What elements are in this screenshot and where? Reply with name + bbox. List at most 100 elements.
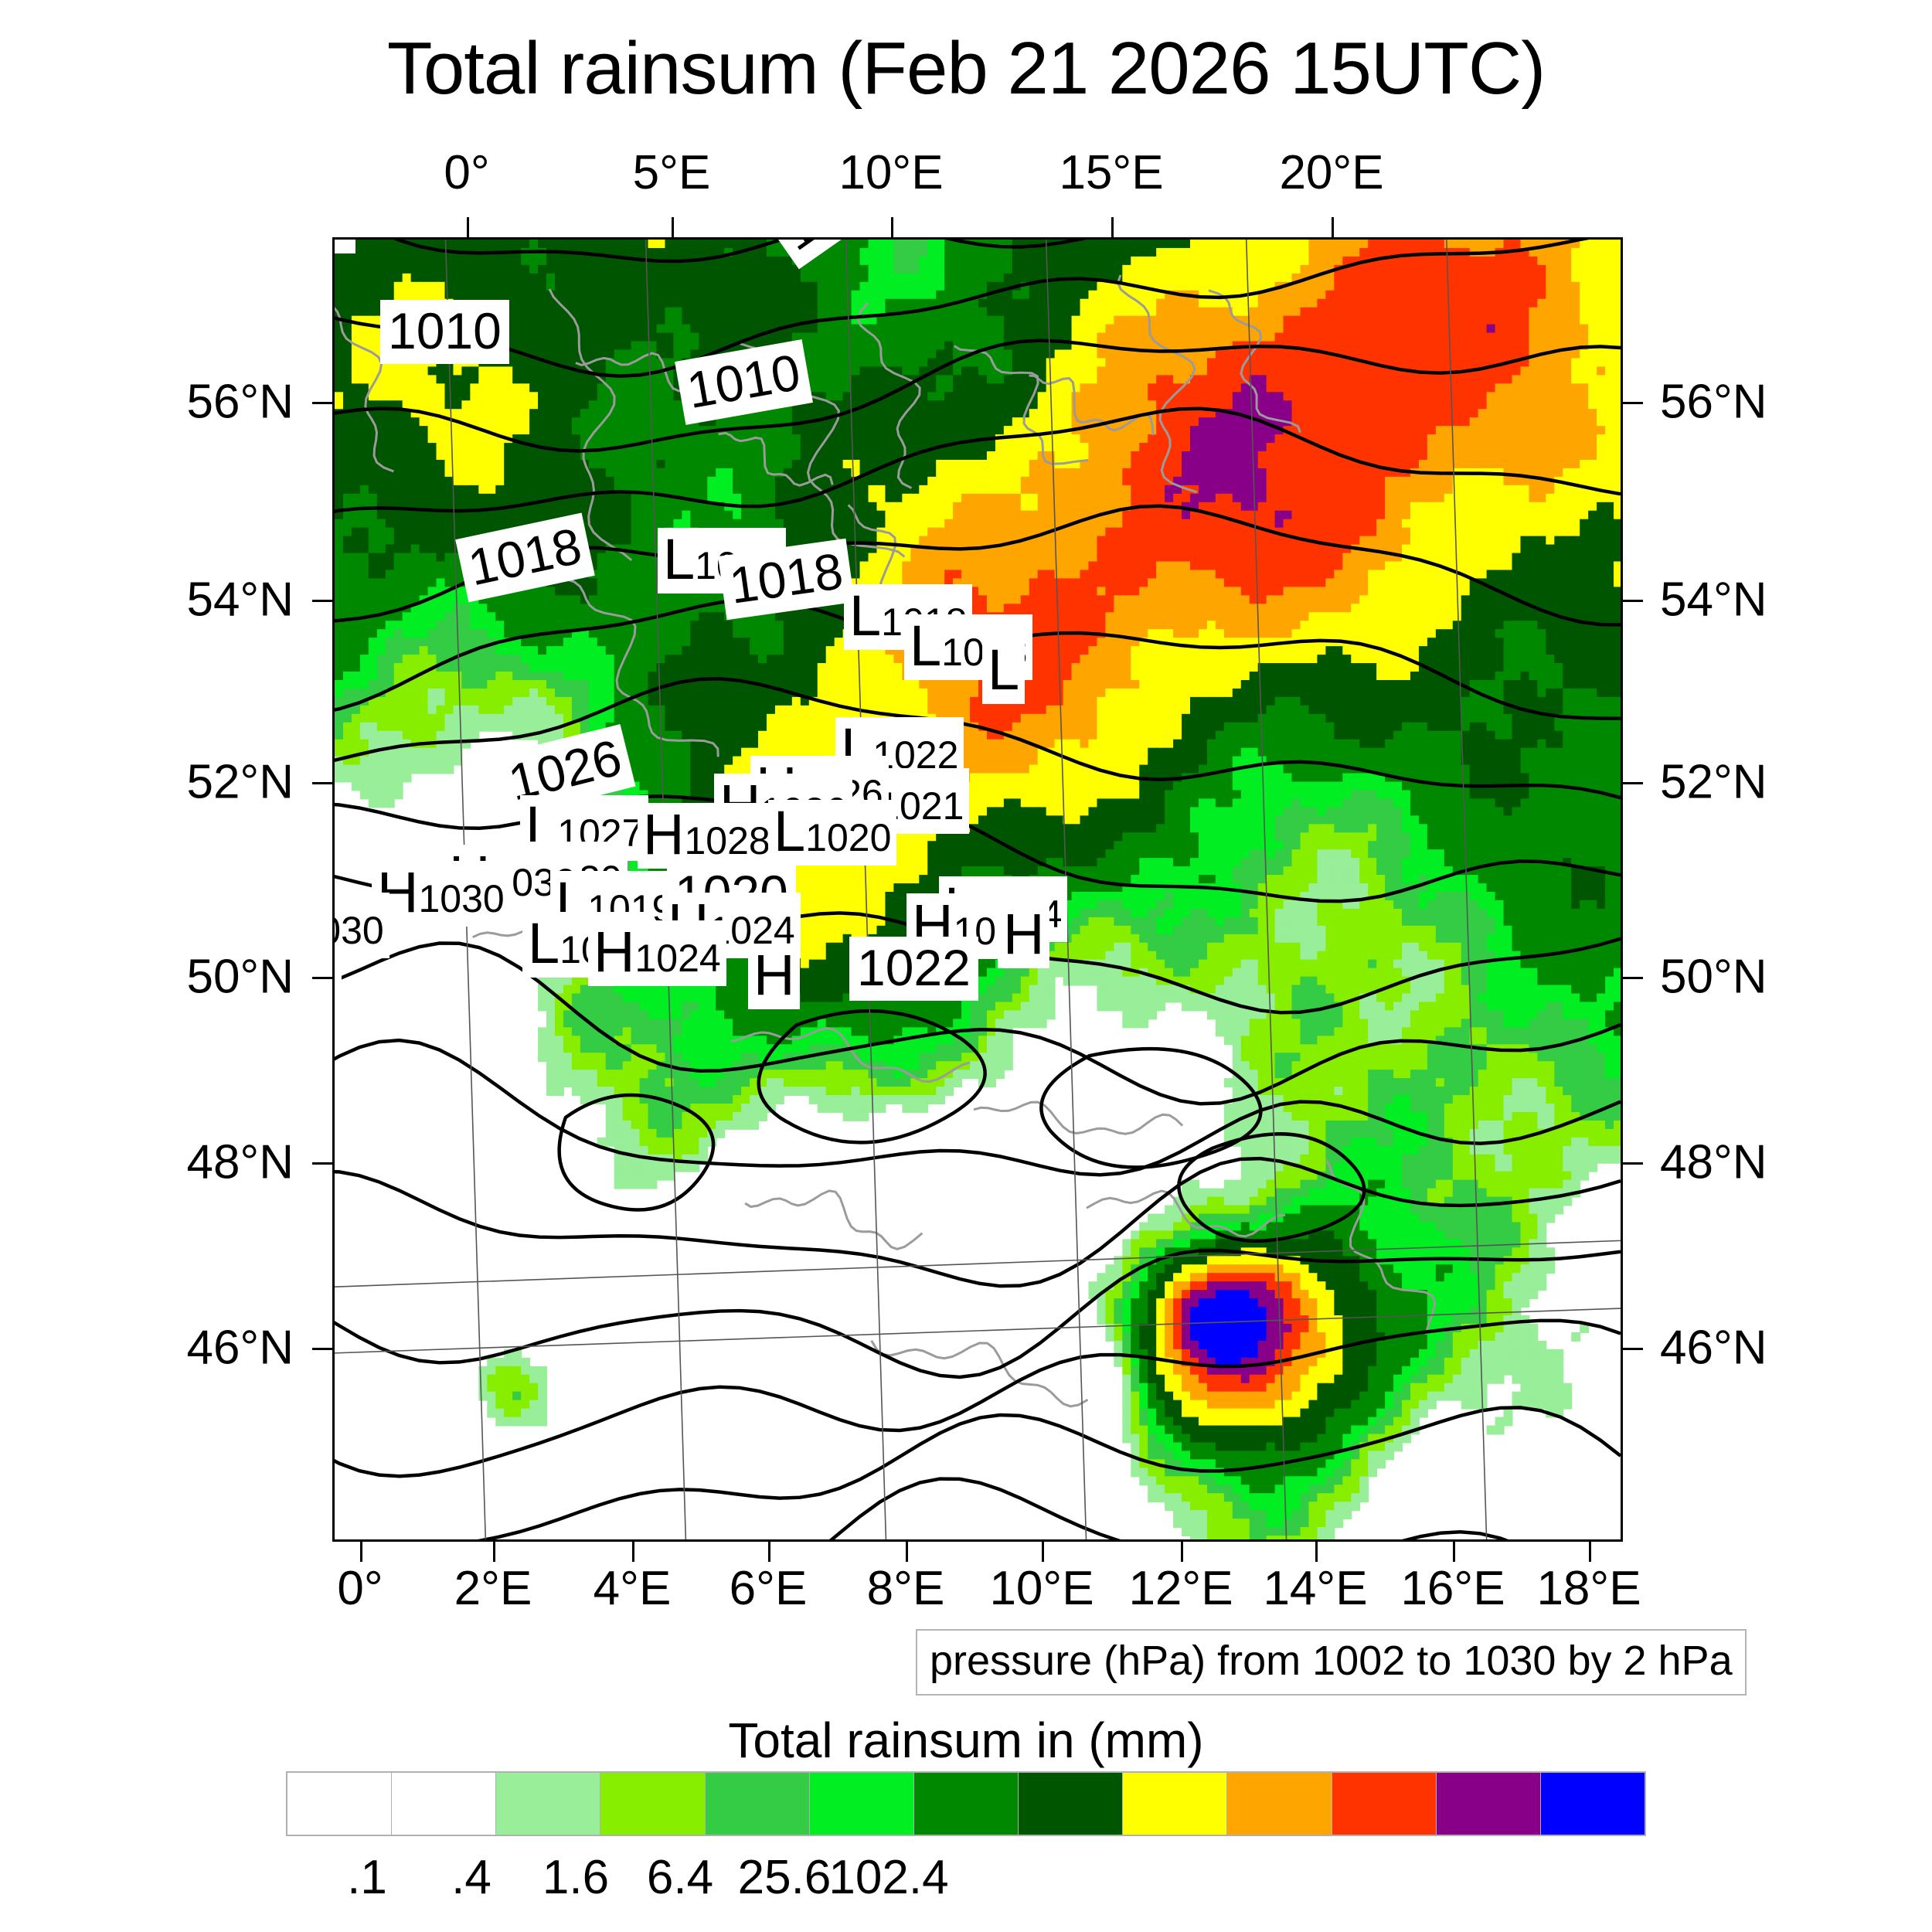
colorbar-segment-5[interactable] [809, 1773, 914, 1835]
lat-tickmark-left-1 [312, 600, 332, 602]
pressure-center-symbol: H [594, 920, 635, 984]
lat-tickmark-left-4 [312, 1162, 332, 1165]
lon-tick-bottom-8: 16°E [1400, 1562, 1505, 1615]
pressure-center-symbol: H [1003, 902, 1045, 966]
lat-tick-right-0: 56°N [1660, 375, 1767, 429]
lon-tick-bottom-9: 18°E [1536, 1562, 1641, 1615]
colorbar-segment-11[interactable] [1436, 1773, 1541, 1835]
lon-tick-top-4: 20°E [1279, 146, 1384, 199]
colorbar-segment-3[interactable] [600, 1773, 706, 1835]
lat-tick-left-3: 50°N [186, 950, 294, 1004]
lon-tickmark-bottom-0 [360, 1542, 362, 1562]
colorbar-title: Total rainsum in (mm) [728, 1713, 1204, 1768]
pressure-center-symbol: L [774, 799, 806, 863]
high-center-edge-26: H [998, 902, 1050, 968]
lon-tick-bottom-5: 10°E [989, 1562, 1094, 1615]
lon-tickmark-bottom-3 [768, 1542, 770, 1562]
lon-tick-bottom-1: 2°E [454, 1562, 532, 1615]
lon-tickmark-bottom-2 [632, 1542, 634, 1562]
colorbar-segment-4[interactable] [705, 1773, 810, 1835]
lon-tick-top-1: 5°E [632, 146, 711, 199]
low-center-edge-9: L [982, 638, 1026, 704]
colorbar-segment-10[interactable] [1332, 1773, 1437, 1835]
isobar-label-1022: 1022 [849, 937, 978, 1001]
colorbar-tick-2: 1.6 [542, 1851, 610, 1904]
pressure-legend: pressure (hPa) from 1002 to 1030 by 2 hP… [916, 1629, 1747, 1696]
high-center-1028-16: H 1028 [638, 803, 776, 869]
lat-tickmark-right-5 [1623, 1348, 1643, 1350]
lon-tick-top-2: 10°E [838, 146, 944, 199]
pressure-center-symbol: H [753, 943, 795, 1007]
lon-tickmark-bottom-6 [1181, 1542, 1183, 1562]
lon-tickmark-top-4 [1332, 217, 1334, 237]
isobar-label-1010: 1010 [380, 300, 509, 364]
lat-tickmark-right-4 [1623, 1162, 1643, 1165]
lon-tickmark-bottom-8 [1453, 1542, 1455, 1562]
lat-tick-left-0: 56°N [186, 375, 294, 429]
lat-tickmark-left-3 [312, 977, 332, 979]
colorbar-segment-0[interactable] [287, 1773, 393, 1835]
colorbar-tick-0: .1 [347, 1851, 387, 1904]
high-center-1030-20: H 1030 [372, 861, 510, 927]
lat-tickmark-right-3 [1623, 977, 1643, 979]
lon-tick-bottom-7: 14°E [1263, 1562, 1368, 1615]
colorbar[interactable] [286, 1771, 1646, 1836]
colorbar-segment-6[interactable] [913, 1773, 1019, 1835]
lon-tickmark-top-1 [672, 217, 674, 237]
colorbar-tick-1: .4 [451, 1851, 492, 1904]
lon-tickmark-bottom-9 [1589, 1542, 1591, 1562]
lat-tick-left-2: 52°N [186, 755, 294, 809]
high-center-1024-29: H 1024 [588, 920, 726, 986]
colorbar-segment-1[interactable] [392, 1773, 497, 1835]
lon-tick-bottom-4: 8°E [866, 1562, 945, 1615]
lon-tick-top-3: 15°E [1059, 146, 1164, 199]
colorbar-segment-8[interactable] [1123, 1773, 1228, 1835]
lon-tick-bottom-6: 12°E [1128, 1562, 1233, 1615]
pressure-center-symbol: L [528, 911, 560, 975]
colorbar-segment-9[interactable] [1227, 1773, 1332, 1835]
graticule-lines [335, 240, 1621, 1539]
lon-tickmark-bottom-5 [1042, 1542, 1044, 1562]
lat-tickmark-left-5 [312, 1348, 332, 1350]
lon-tick-top-0: 0° [444, 146, 490, 199]
colorbar-tick-5: 102.4 [828, 1851, 949, 1904]
lat-tick-right-2: 52°N [1660, 755, 1767, 809]
lat-tick-right-3: 50°N [1660, 950, 1767, 1004]
lat-tick-left-1: 54°N [186, 573, 294, 627]
colorbar-tick-3: 6.4 [646, 1851, 714, 1904]
pressure-center-value: 1020 [805, 816, 892, 859]
low-center-1020-17: L 1020 [768, 799, 897, 866]
lon-tickmark-bottom-4 [906, 1542, 908, 1562]
pressure-center-value: 1030 [418, 877, 505, 920]
page-title: Total rainsum (Feb 21 2026 15UTC) [386, 27, 1546, 110]
colorbar-segment-12[interactable] [1540, 1773, 1645, 1835]
lat-tick-right-5: 46°N [1660, 1321, 1767, 1375]
map-plot-frame[interactable]: L10031010100210101018L10161018L1018L1018… [332, 237, 1623, 1542]
lon-tick-bottom-2: 4°E [593, 1562, 672, 1615]
lon-tick-bottom-0: 0° [337, 1562, 383, 1615]
low-center-1003-0: L1003 [335, 240, 356, 253]
pressure-center-value: 1030 [335, 909, 384, 952]
pressure-center-symbol: H [643, 802, 685, 866]
lat-tick-right-1: 54°N [1660, 573, 1767, 627]
lat-tickmark-right-0 [1623, 402, 1643, 404]
pressure-center-symbol: L [663, 527, 696, 591]
pressure-center-symbol: L [849, 583, 882, 648]
lat-tickmark-right-2 [1623, 782, 1643, 784]
isobar-label-1029: 1029 [335, 945, 342, 1009]
colorbar-segment-7[interactable] [1019, 1773, 1124, 1835]
lat-tick-left-4: 48°N [186, 1135, 294, 1189]
lon-tickmark-top-2 [891, 217, 893, 237]
colorbar-tick-4: 25.6 [737, 1851, 832, 1904]
pressure-center-value: 1003 [335, 240, 350, 245]
lon-tickmark-bottom-1 [493, 1542, 495, 1562]
pressure-center-symbol: L [910, 614, 942, 678]
lat-tick-right-4: 48°N [1660, 1135, 1767, 1189]
lon-tickmark-top-0 [467, 217, 469, 237]
lon-tickmark-top-3 [1111, 217, 1114, 237]
pressure-center-value: 1028 [684, 819, 770, 862]
lon-tick-bottom-3: 6°E [729, 1562, 808, 1615]
lon-tickmark-bottom-7 [1315, 1542, 1318, 1562]
colorbar-segment-2[interactable] [496, 1773, 601, 1835]
lat-tickmark-left-2 [312, 782, 332, 784]
